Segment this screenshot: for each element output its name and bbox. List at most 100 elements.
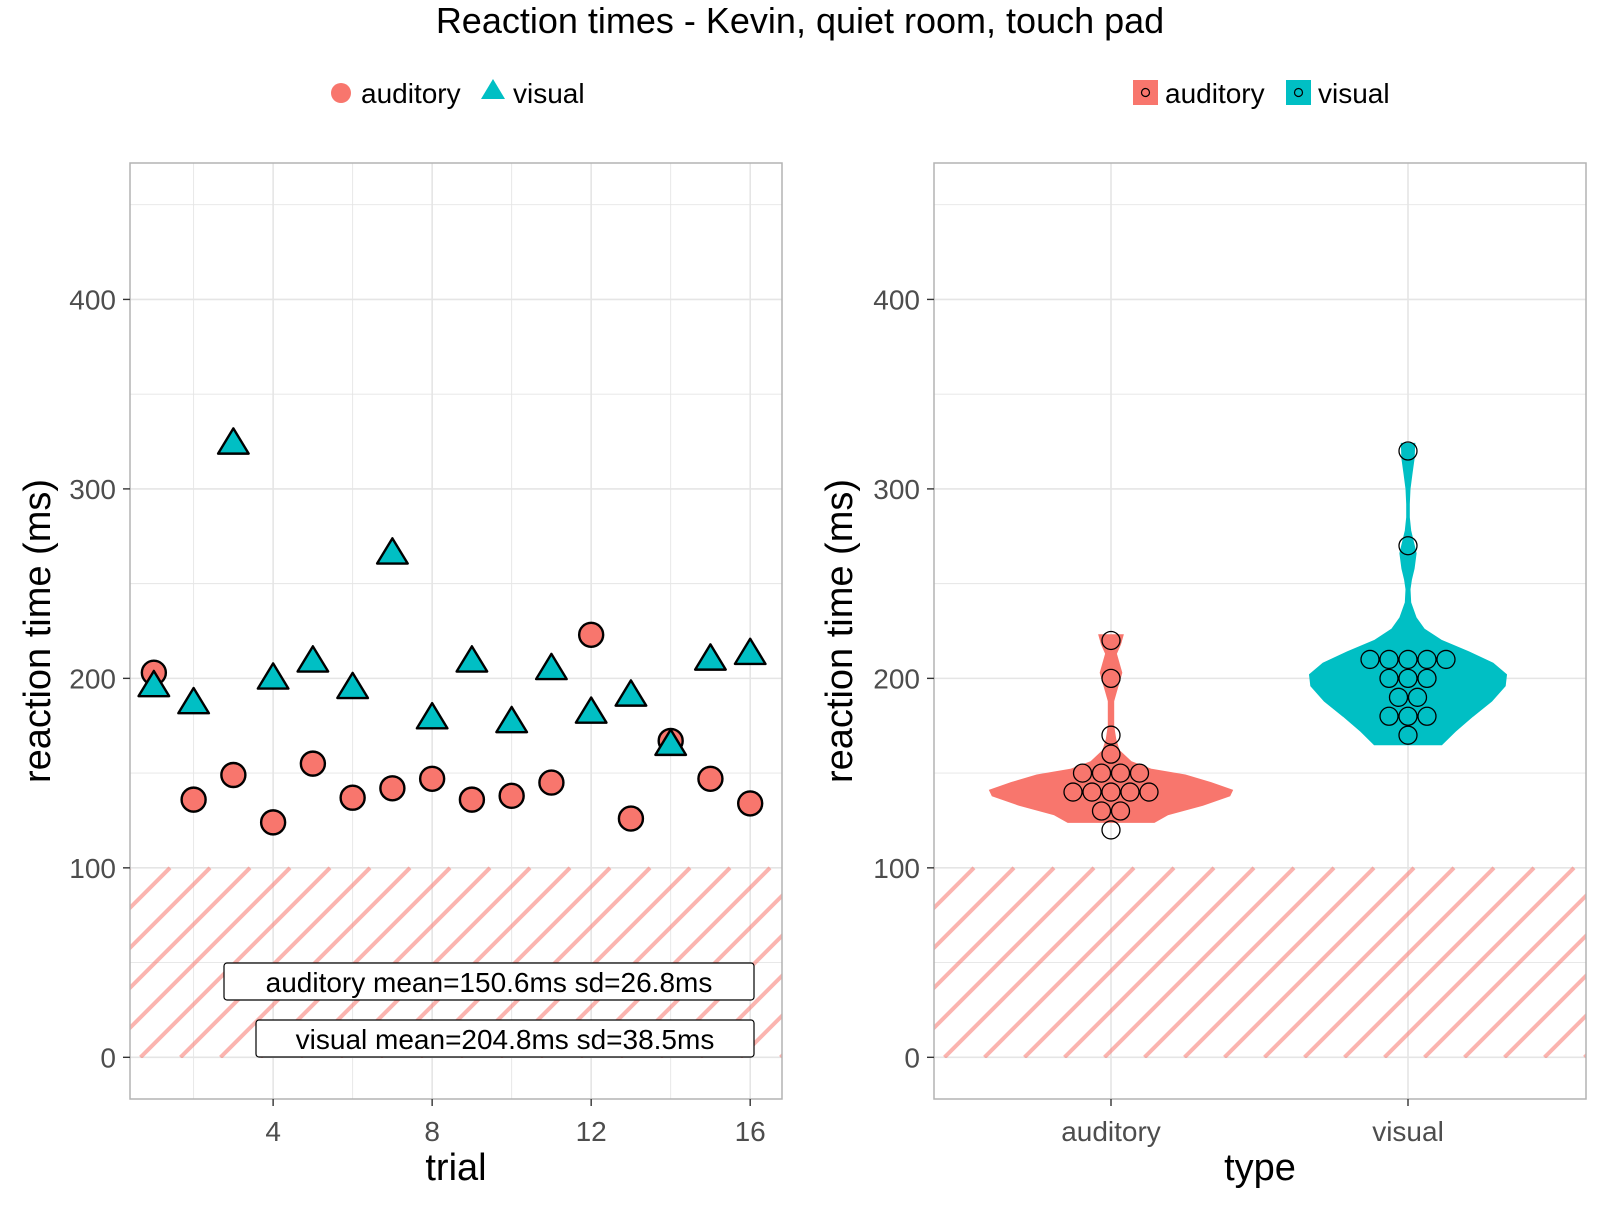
dot-visual-11 [1398,649,1418,670]
violin-panel-border [933,162,1587,1100]
hatch-stripe-18 [1463,933,1586,1058]
dot-auditory-2 [1110,801,1131,821]
violin-legend: auditory visual [1133,78,1390,109]
dot-auditory-11 [1129,763,1150,783]
hatch-stripe-2 [934,866,1016,951]
scatter-y-axis-label: reaction time (ms) [17,479,59,783]
dot-auditory-1 [1091,801,1112,821]
dot-auditory-3 [1063,782,1083,802]
point-visual-trial-11 [534,652,568,681]
x-tick-label-16: 16 [735,1116,766,1147]
point-visual-trial-16 [733,637,767,666]
x-tick-label-4: 4 [265,1116,281,1147]
dot-auditory-9 [1091,763,1112,783]
dot-visual-9 [1360,649,1380,670]
violin-shapes [988,441,1508,840]
legend-label-visual: visual [1318,78,1390,109]
point-visual-trial-3 [216,427,250,455]
point-auditory-trial-10 [498,782,525,810]
point-visual-trial-15 [693,643,727,671]
scatter-panel-background [130,163,782,1099]
dot-visual-7 [1398,668,1418,689]
x-tick-label-12: 12 [576,1116,607,1147]
legend-key-visual [481,79,505,99]
scatter-annotations: auditory mean=150.6ms sd=26.8ms visual m… [223,962,755,1058]
violin-x-axis-label: type [1224,1147,1296,1189]
y-tick-label-0: 0 [904,1042,920,1073]
dot-auditory-10 [1110,763,1131,783]
dot-visual-6 [1379,668,1399,689]
dot-auditory-15 [1101,630,1121,651]
dot-auditory-8 [1072,763,1093,783]
scatter-x-axis-label: trial [425,1147,486,1189]
hatch-stripe-0 [130,867,132,871]
point-auditory-trial-11 [538,769,565,796]
y-tick-label-100: 100 [69,853,116,884]
point-auditory-trial-5 [299,750,327,777]
legend-key-visual [1286,80,1311,105]
dot-auditory-13 [1101,725,1121,745]
y-tick-label-100: 100 [873,853,920,884]
dot-visual-1 [1379,706,1399,726]
hatch-stripe-3 [130,866,252,991]
point-visual-trial-14 [654,728,688,757]
violin-auditory [988,634,1234,823]
hatch-stripe-9 [1103,866,1296,1058]
legend-key-dot-visual [1293,87,1304,98]
point-visual-trial-2 [177,686,211,715]
point-auditory-trial-4 [259,809,287,836]
violin-y-axis-label: reaction time (ms) [819,479,861,783]
hatch-stripe-4 [934,866,1096,1031]
hatch-stripe-6 [983,866,1176,1058]
hatch-stripe-15 [1343,866,1536,1058]
hatch-stripe-11 [1183,866,1376,1058]
point-auditory-trial-2 [180,786,207,813]
hatch-stripe-1 [130,866,172,911]
hatch-stripe-10 [1143,866,1336,1058]
point-visual-trial-13 [614,679,648,707]
scatter-panel-border [129,162,783,1100]
violin-shaded-region [934,866,1586,1058]
annotation-box-visual [255,1019,755,1058]
x-tick-label-visual: visual [1372,1116,1444,1147]
hatch-stripe-20 [1543,1013,1586,1058]
point-auditory-trial-13 [617,805,645,832]
dot-auditory-14 [1101,668,1121,689]
dot-auditory-5 [1101,782,1121,802]
dot-visual-5 [1407,687,1428,707]
dot-visual-14 [1398,536,1418,556]
violin-grid [934,163,1586,1099]
point-visual-trial-7 [375,537,409,565]
hatch-stripe-5 [943,866,1136,1058]
hatch-stripe-14 [1303,866,1496,1058]
dot-visual-2 [1398,706,1418,726]
point-visual-trial-12 [574,696,608,724]
legend-key-dot-auditory [1140,87,1151,98]
violin-x-tick-labels: auditory visual [1061,1099,1444,1147]
annotation-auditory-stats: auditory mean=150.6ms sd=26.8ms [266,967,713,998]
hatch-stripe-17 [1423,893,1586,1058]
y-tick-label-0: 0 [100,1042,116,1073]
point-auditory-trial-12 [577,621,605,648]
hatch-stripe-20 [739,1013,782,1058]
dot-auditory-12 [1101,744,1121,764]
point-auditory-trial-8 [418,765,446,792]
point-auditory-trial-6 [339,784,366,811]
hatch-stripe-3 [934,866,1056,991]
hatch-stripe-12 [1223,866,1416,1058]
y-tick-label-300: 300 [873,474,920,505]
scatter-points [137,427,767,836]
dot-visual-15 [1398,441,1418,461]
dot-visual-4 [1388,687,1409,707]
dot-visual-0 [1398,725,1418,745]
point-visual-trial-9 [455,645,489,673]
dot-auditory-4 [1082,782,1102,802]
legend-key-auditory [331,83,351,103]
hatch-stripe-1 [934,866,976,911]
hatch-stripe-7 [1023,866,1216,1058]
dot-auditory-7 [1139,782,1159,802]
point-auditory-trial-3 [220,761,247,789]
violin-panel-background [934,163,1586,1099]
scatter-legend: auditory visual [331,78,585,109]
